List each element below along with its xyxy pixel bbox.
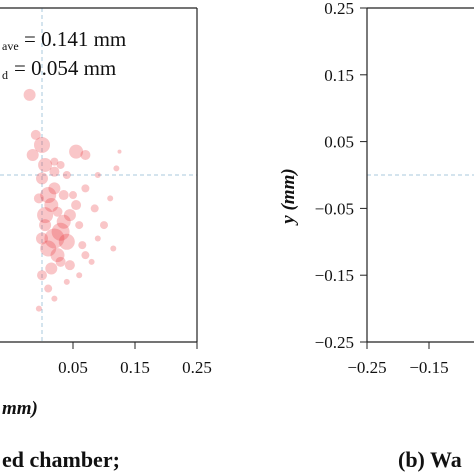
scatter-point bbox=[90, 204, 99, 213]
scatter-point bbox=[94, 172, 101, 178]
x-tick-label: 0.05 bbox=[58, 358, 88, 377]
left-x-axis-label: mm) bbox=[2, 398, 38, 419]
scatter-point bbox=[50, 248, 65, 263]
scatter-point bbox=[117, 149, 122, 154]
right-y-ticks: 0.25 0.15 0.05 −0.05 −0.15 −0.25 bbox=[315, 0, 367, 352]
x-tick-label: 0.15 bbox=[120, 358, 150, 377]
scatter-point bbox=[110, 245, 117, 252]
x-tick-label: −0.15 bbox=[409, 358, 448, 377]
scatter-point bbox=[64, 260, 75, 271]
scatter-point bbox=[33, 193, 44, 204]
scatter-point bbox=[51, 295, 58, 302]
scatter-point bbox=[40, 240, 57, 257]
scatter-point bbox=[107, 195, 114, 202]
scatter-point bbox=[94, 235, 101, 242]
right-x-ticks: −0.25 −0.15 bbox=[347, 342, 449, 377]
scatter-point bbox=[113, 165, 120, 172]
scatter-point bbox=[81, 184, 90, 193]
scatter-point bbox=[69, 144, 84, 159]
right-panel: 0.25 0.15 0.05 −0.05 −0.15 −0.25 −0.25 −0.15 y… bbox=[278, 0, 474, 472]
scatter-point bbox=[63, 278, 70, 285]
y-tick-label: 0.05 bbox=[324, 133, 354, 152]
scatter-point bbox=[52, 206, 63, 217]
annotation-subscript-ave: ave bbox=[2, 39, 19, 53]
scatter-point bbox=[58, 233, 75, 250]
scatter-point bbox=[37, 270, 47, 281]
scatter-point bbox=[51, 222, 70, 241]
scatter-point bbox=[45, 262, 58, 275]
scatter-point bbox=[75, 221, 84, 230]
x-tick-label: 0.25 bbox=[182, 358, 212, 377]
scatter-point bbox=[81, 251, 90, 260]
scatter-point bbox=[50, 157, 59, 166]
annotation-ave: = 0.141 mm bbox=[24, 27, 126, 51]
scatter-point bbox=[30, 129, 41, 140]
scatter-point bbox=[58, 190, 69, 201]
scatter-point bbox=[48, 182, 61, 195]
y-tick-label: 0.15 bbox=[324, 66, 354, 85]
scatter-point bbox=[37, 207, 54, 224]
scatter-point bbox=[80, 149, 91, 160]
scatter-point bbox=[55, 256, 66, 267]
scatter-point bbox=[100, 221, 108, 230]
scatter-point bbox=[44, 198, 59, 213]
y-tick-label: −0.05 bbox=[315, 199, 354, 218]
right-caption: (b) Wa bbox=[398, 447, 462, 472]
annotation-subscript-d: d bbox=[2, 68, 8, 82]
x-tick-label: −0.25 bbox=[347, 358, 386, 377]
y-tick-label: −0.15 bbox=[315, 266, 354, 285]
scatter-point bbox=[40, 187, 57, 204]
scatter-point bbox=[76, 272, 83, 279]
scatter-point bbox=[26, 148, 39, 161]
scatter-point bbox=[44, 228, 65, 249]
scatter-point bbox=[62, 171, 71, 179]
left-x-ticks: 0.05 0.15 0.25 bbox=[58, 342, 212, 377]
left-caption: ed chamber; bbox=[2, 447, 120, 472]
scatter-point bbox=[36, 172, 48, 185]
scatter-point bbox=[71, 200, 82, 211]
y-tick-label: 0.25 bbox=[324, 0, 354, 18]
scatter-point bbox=[56, 160, 65, 169]
left-scatter-points bbox=[23, 88, 122, 312]
scatter-point bbox=[35, 305, 42, 312]
scatter-point bbox=[34, 136, 50, 153]
y-tick-label: −0.25 bbox=[315, 333, 354, 352]
scatter-point bbox=[36, 232, 48, 245]
scatter-point bbox=[38, 157, 53, 172]
scatter-point bbox=[63, 209, 76, 222]
left-panel: 0.05 0.15 0.25 ave = 0.141 mm d = 0.054 mm… bbox=[0, 7, 212, 472]
scatter-point bbox=[49, 166, 60, 177]
scatter-point bbox=[39, 219, 52, 232]
scatter-point bbox=[23, 88, 36, 101]
scatter-point bbox=[88, 258, 95, 265]
scatter-point bbox=[78, 241, 87, 250]
annotation-d: = 0.054 mm bbox=[14, 56, 116, 80]
scatter-point bbox=[56, 214, 71, 229]
scatter-point bbox=[69, 191, 77, 200]
scatter-point bbox=[44, 284, 53, 293]
right-y-axis-label: y (mm) bbox=[278, 168, 299, 225]
